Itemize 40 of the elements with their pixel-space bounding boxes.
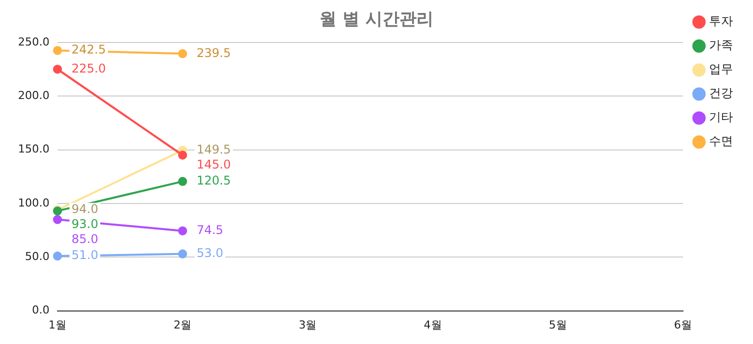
x-tick-label: 6월: [674, 318, 692, 332]
point: [178, 176, 188, 186]
data-label: 149.5: [196, 142, 231, 156]
data-label: 120.5: [196, 174, 231, 188]
legend-label: 건강: [709, 86, 733, 100]
data-label: 94.0: [71, 202, 98, 216]
data-label: 53.0: [196, 246, 224, 260]
y-tick-label: 200.0: [18, 88, 50, 102]
y-tick-label: 250.0: [18, 35, 50, 48]
data-label: 225.0: [71, 61, 106, 76]
x-tick-label: 5월: [548, 318, 567, 332]
y-tick-label: 0.0: [32, 304, 50, 317]
data-label: 145.0: [196, 157, 231, 172]
legend-label: 투자: [709, 14, 733, 28]
point: [178, 49, 188, 58]
point: [52, 252, 62, 261]
data-label: 239.5: [196, 46, 231, 60]
x-tick-label: 2월: [174, 318, 192, 332]
legend-label: 가족: [709, 38, 733, 52]
point: [52, 64, 62, 74]
data-label: 242.5: [71, 42, 106, 57]
x-tick-label: 1월: [48, 318, 66, 332]
point: [52, 46, 62, 55]
data-label: 51.0: [71, 248, 98, 262]
legend-label: 기타: [709, 110, 733, 124]
y-tick-label: 100.0: [18, 196, 50, 210]
y-tick-label: 150.0: [18, 142, 50, 156]
data-label: 85.0: [71, 232, 98, 246]
legend-label: 수면: [709, 134, 733, 148]
x-tick-label: 3월: [298, 318, 317, 332]
y-tick-label: 50.0: [24, 250, 50, 263]
point: [178, 150, 188, 160]
point: [178, 249, 188, 258]
x-tick-label: 4월: [424, 318, 442, 332]
data-label: 93.0: [71, 217, 98, 232]
legend-label: 업무: [709, 62, 733, 76]
data-label: 74.5: [196, 222, 224, 237]
point: [52, 215, 62, 224]
point: [178, 226, 188, 236]
chart-title: 월 별 시간관리: [320, 10, 434, 30]
